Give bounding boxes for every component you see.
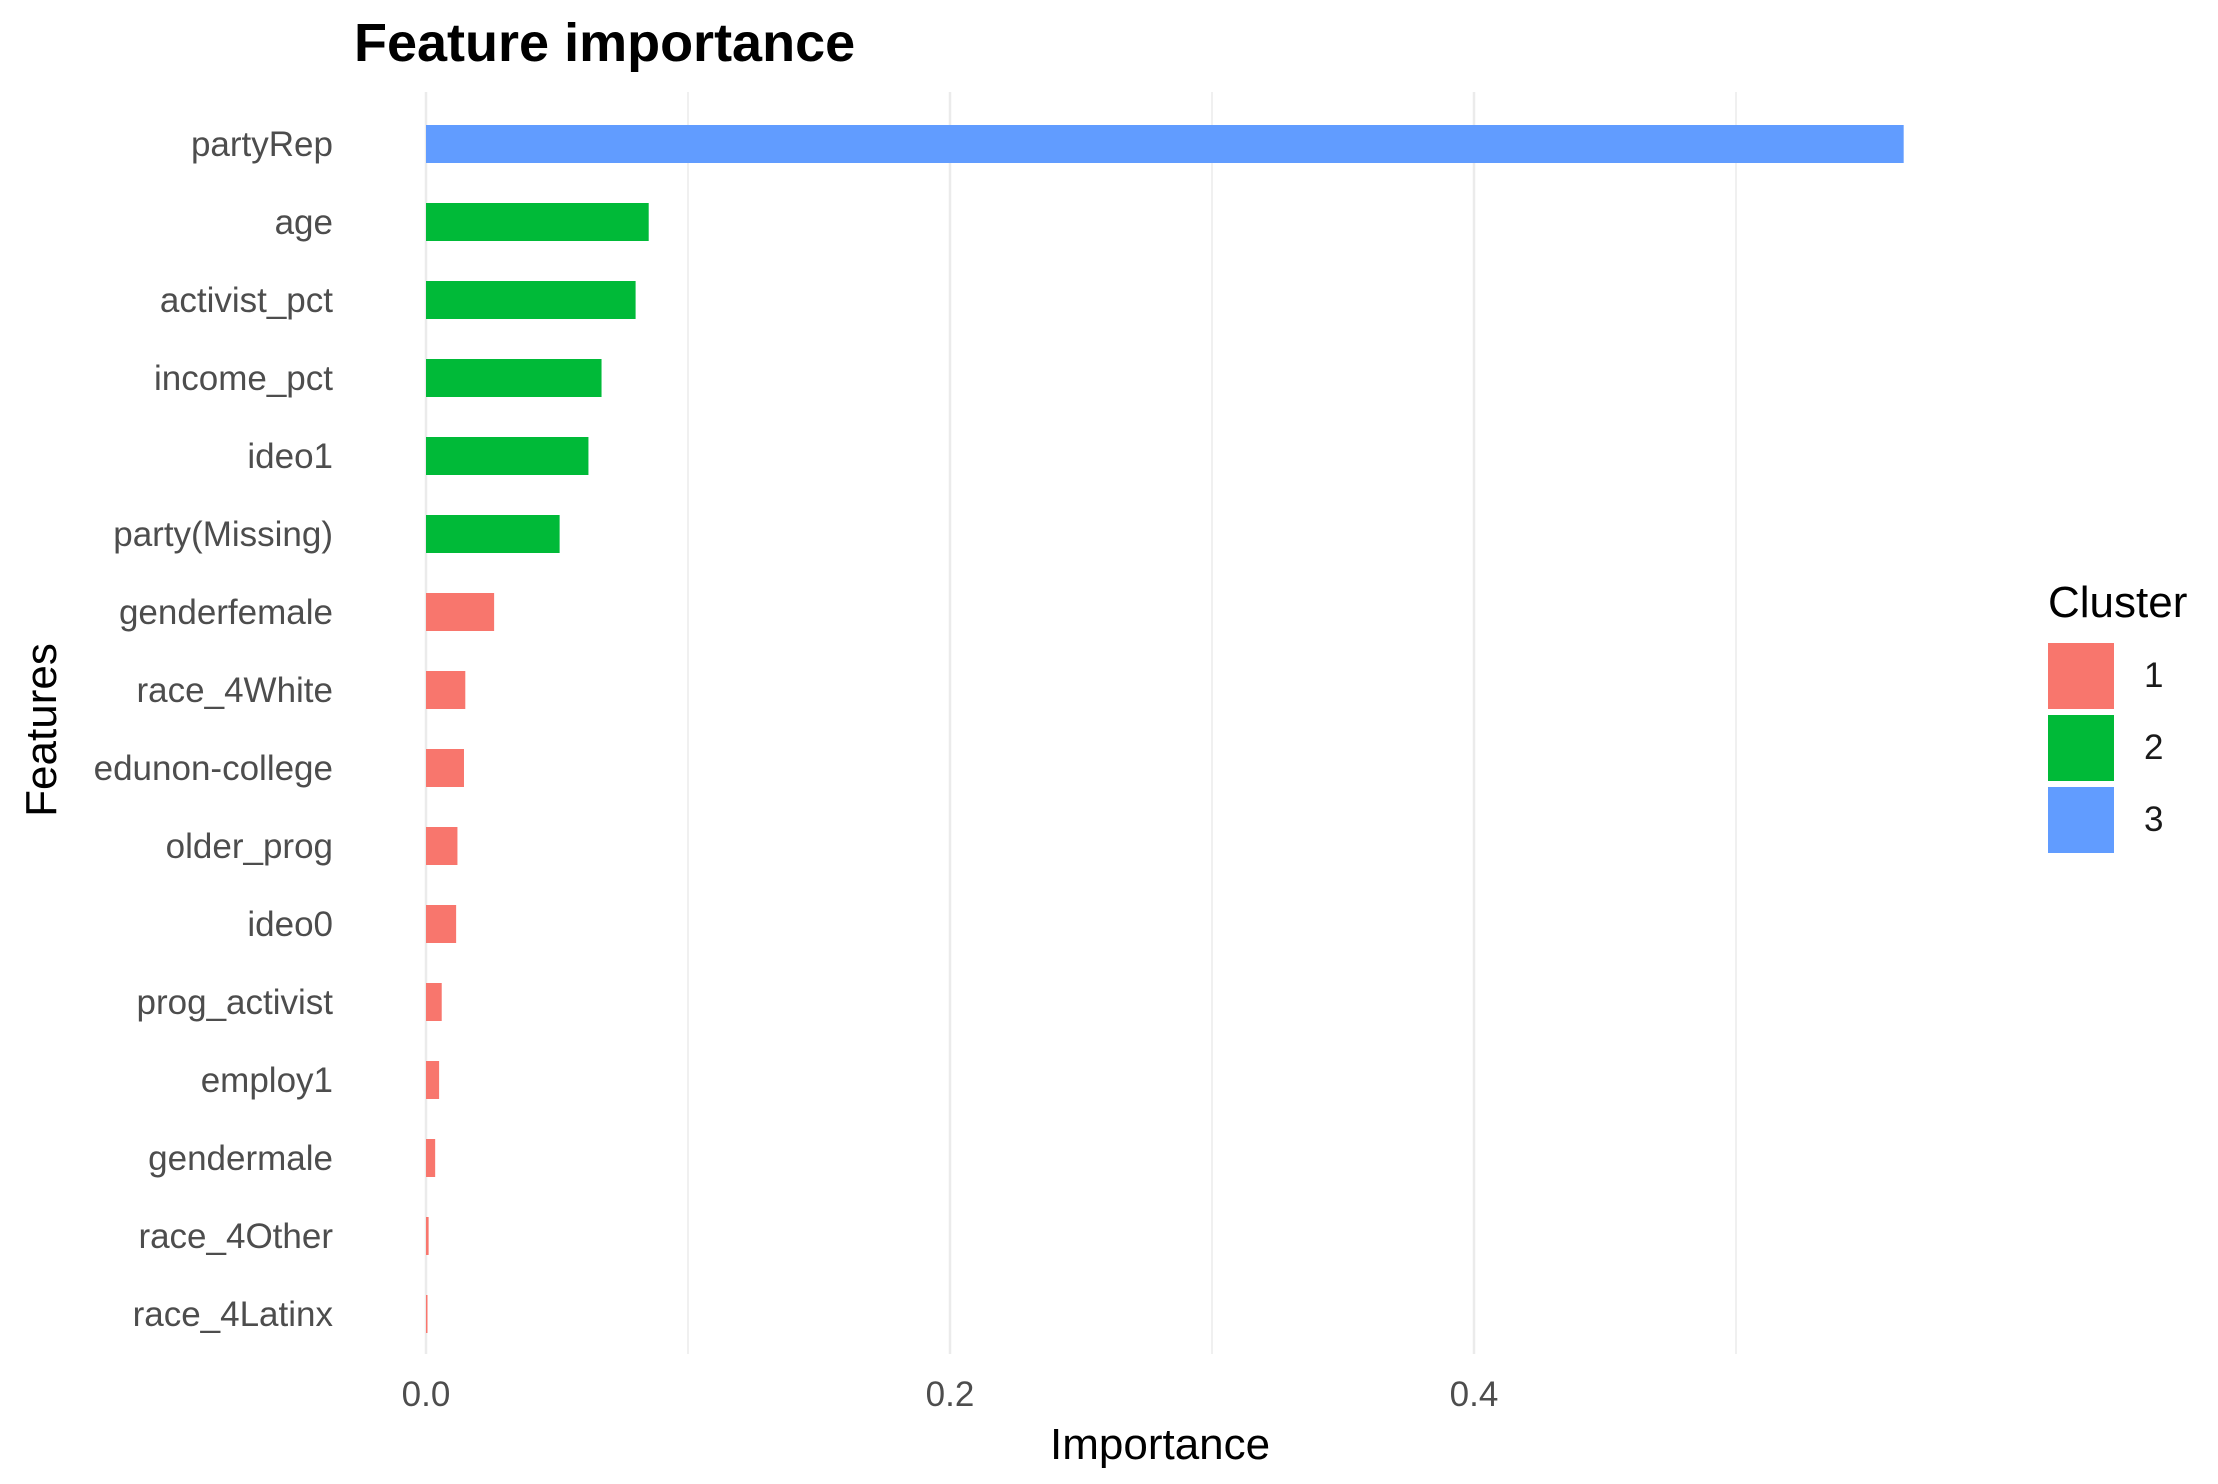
x-axis-label: Importance — [1050, 1420, 1271, 1469]
y-tick-label: activist_pct — [160, 281, 333, 320]
bar-partyRep — [426, 125, 1904, 163]
y-tick-label: edunon-college — [94, 749, 333, 788]
chart-title: Feature importance — [354, 13, 856, 73]
y-tick-label: partyRep — [191, 125, 333, 164]
y-tick-label: genderfemale — [119, 593, 333, 632]
bar-activist_pct — [426, 281, 636, 319]
y-tick-label: race_4Latinx — [133, 1295, 334, 1334]
legend-label: 3 — [2144, 800, 2164, 839]
legend-item: 2 — [2048, 712, 2187, 784]
y-tick-label: age — [275, 203, 333, 242]
bar-gendermale — [426, 1139, 436, 1177]
y-tick-labels: partyRep age activist_pct income_pct ideo1 pa… — [94, 125, 334, 1334]
bars — [426, 125, 1904, 1333]
legend-title: Cluster — [2048, 578, 2188, 627]
legend-item: 1 — [2048, 640, 2187, 712]
legend-label: 1 — [2144, 656, 2164, 695]
legend-swatch — [2048, 715, 2114, 781]
y-tick-label: race_4White — [137, 671, 333, 710]
bar-genderfemale — [426, 593, 495, 631]
legend: Cluster 1 2 3 — [2048, 578, 2187, 856]
y-tick-label: employ1 — [201, 1061, 333, 1100]
legend-label: 2 — [2144, 728, 2164, 767]
x-tick-label: 0.2 — [926, 1375, 975, 1414]
x-tick-label: 0.4 — [1450, 1375, 1499, 1414]
y-axis-label: Features — [17, 643, 66, 817]
legend-item: 3 — [2048, 784, 2187, 856]
y-tick-label: gendermale — [148, 1139, 333, 1178]
bar-race_4Other — [426, 1217, 429, 1255]
bar-race_4White — [426, 671, 466, 709]
bar-party(Missing) — [426, 515, 560, 553]
x-tick-labels: 0.0 0.2 0.4 — [402, 1375, 1499, 1414]
bar-older_prog — [426, 827, 458, 865]
y-tick-label: ideo0 — [247, 905, 333, 944]
y-tick-label: older_prog — [166, 827, 333, 866]
x-tick-label: 0.0 — [402, 1375, 451, 1414]
bar-ideo1 — [426, 437, 589, 475]
y-tick-label: income_pct — [154, 359, 333, 398]
y-tick-label: ideo1 — [247, 437, 333, 476]
bar-prog_activist — [426, 983, 442, 1021]
bar-employ1 — [426, 1061, 440, 1099]
legend-swatch — [2048, 787, 2114, 853]
bar-race_4Latinx — [426, 1295, 428, 1333]
y-tick-label: prog_activist — [137, 983, 334, 1022]
legend-swatch — [2048, 643, 2114, 709]
y-tick-label: race_4Other — [138, 1217, 333, 1256]
bar-edunon-college — [426, 749, 464, 787]
bar-income_pct — [426, 359, 602, 397]
bar-ideo0 — [426, 905, 457, 943]
bar-age — [426, 203, 649, 241]
y-tick-label: party(Missing) — [113, 515, 333, 554]
